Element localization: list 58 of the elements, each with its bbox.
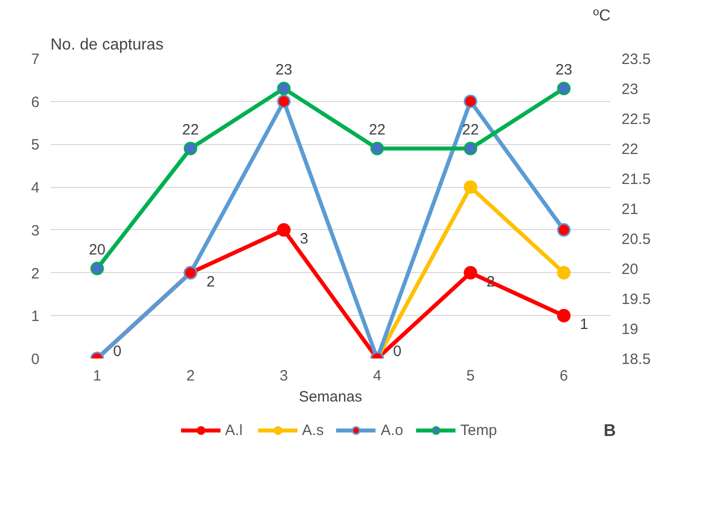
data-label: 0 (393, 343, 402, 360)
x-tick-label: 1 (92, 368, 102, 384)
y-tick-label: 3 (31, 222, 40, 240)
data-label: 23 (275, 62, 292, 78)
point (557, 82, 571, 96)
y2-tick-label: 21.5 (622, 171, 651, 188)
y-tick-label: 7 (31, 51, 40, 68)
x-tick-label: 5 (466, 368, 475, 384)
point (277, 82, 291, 96)
data-label: 23 (555, 62, 572, 78)
text: B (604, 421, 616, 440)
y2-tick-label: 22 (622, 141, 638, 158)
data-label: 22 (368, 122, 386, 138)
y2-tick-label: 18.5 (622, 351, 651, 368)
x-axis-title: Semanas (298, 388, 362, 406)
legend-label: A.s (302, 421, 324, 439)
point (557, 308, 571, 322)
legend-label: A.o (380, 421, 404, 439)
point (557, 266, 571, 280)
y2-tick-label: 19.5 (622, 291, 651, 308)
point (277, 223, 291, 237)
y-tick-label: 0 (31, 351, 40, 368)
y2-tick-label: 20 (622, 261, 638, 278)
x-tick-label: 2 (186, 368, 195, 384)
data-label: 0 (113, 343, 122, 360)
y2-tick-label: 23.5 (622, 51, 651, 68)
y-tick-label: 4 (31, 180, 40, 197)
y-axis-title: No. de capturas (50, 36, 164, 54)
data-label: 1 (580, 316, 588, 334)
y-tick-label: 6 (31, 94, 40, 111)
y-tick-label: 1 (31, 308, 40, 326)
y2-tick-label: 21 (622, 201, 638, 218)
y2-tick-label: 19 (622, 321, 638, 338)
legend-label: A.l (225, 421, 244, 439)
data-label: 22 (182, 122, 199, 138)
x-tick-label: 6 (560, 368, 568, 384)
data-label: 3 (300, 230, 308, 248)
data-label: 20 (88, 242, 106, 258)
y-tick-label: 5 (31, 136, 40, 154)
y2-axis-title: ºC (593, 8, 611, 24)
data-label: 22 (462, 122, 479, 138)
point (464, 142, 478, 156)
y2-tick-label: 23 (622, 81, 638, 98)
x-tick-label: 4 (372, 368, 382, 384)
point (277, 94, 291, 108)
x-tick-label: 3 (280, 368, 288, 384)
data-label: 2 (206, 273, 215, 290)
y2-tick-label: 20.5 (622, 231, 651, 248)
point (90, 262, 104, 276)
y2-tick-label: 22.5 (622, 111, 651, 128)
point (464, 94, 478, 108)
point (464, 180, 478, 194)
y-tick-label: 2 (31, 265, 40, 282)
point (557, 223, 571, 237)
legend-label: Temp (460, 421, 497, 439)
point (370, 142, 384, 156)
point (464, 266, 478, 280)
point (184, 142, 198, 156)
